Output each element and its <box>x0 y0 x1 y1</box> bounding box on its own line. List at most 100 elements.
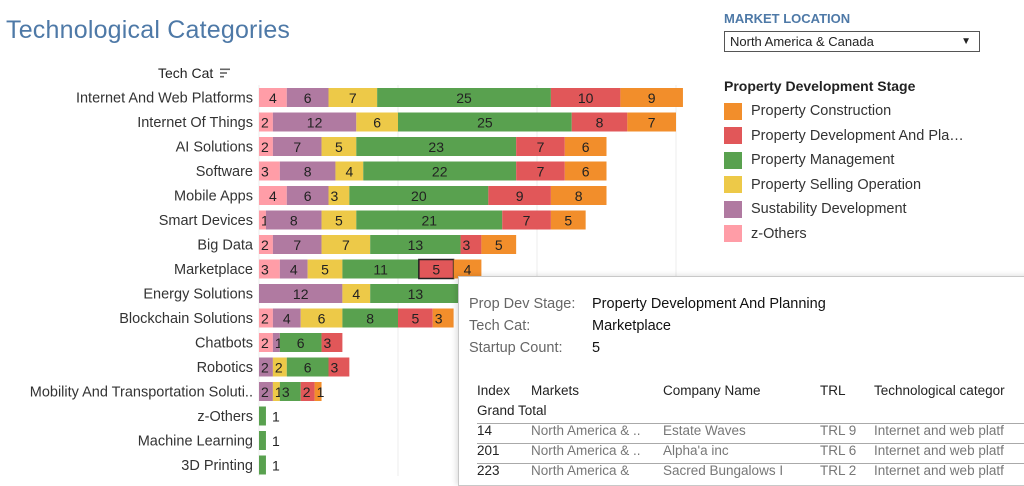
legend-swatch <box>724 200 742 218</box>
bar-segment <box>564 137 607 156</box>
bar-value-label: 3 <box>282 384 290 400</box>
bar-segment <box>356 210 503 230</box>
bar-segment <box>259 308 273 328</box>
bar-segment <box>314 382 322 401</box>
bar-segment <box>279 259 308 279</box>
bar-segment <box>627 112 676 132</box>
bar-segment <box>453 259 482 279</box>
bar-segment <box>571 112 628 132</box>
tech-cat-axis-header[interactable]: Tech Cat <box>158 65 231 81</box>
bar-value-label: 1 <box>272 409 280 425</box>
bar-value-label: 4 <box>345 164 353 180</box>
bar-segment <box>620 88 683 107</box>
bar-value-label: 12 <box>307 115 323 131</box>
bar-value-label: 5 <box>321 262 329 278</box>
dropdown-caret-icon: ▼ <box>961 36 971 47</box>
category-label: z-Others <box>197 409 253 425</box>
bar-segment <box>259 333 273 352</box>
bar-segment <box>259 235 273 254</box>
category-label: 3D Printing <box>181 458 253 474</box>
legend-swatch <box>724 225 742 243</box>
legend-item[interactable]: Property Selling Operation <box>724 173 964 198</box>
legend-swatch <box>724 151 742 169</box>
market-location-heading: MARKET LOCATION <box>724 11 851 26</box>
bar-segment <box>259 210 266 230</box>
bar-value-label: 2 <box>261 115 269 131</box>
bar-value-label: 2 <box>261 360 269 376</box>
legend-label: Sustability Development <box>751 201 907 218</box>
tooltip-field-count: Startup Count: 5 <box>469 340 601 356</box>
category-label: Machine Learning <box>138 434 253 450</box>
legend-item[interactable]: Sustability Development <box>724 197 964 222</box>
bar-value-label: 6 <box>318 311 326 327</box>
bar-value-label: 2 <box>261 311 269 327</box>
bar-value-label: 4 <box>464 262 472 278</box>
bar-segment <box>550 186 607 205</box>
legend-label: Property Selling Operation <box>751 176 922 193</box>
bar-segment <box>460 235 482 254</box>
category-label: Robotics <box>197 360 253 376</box>
bar-value-label: 8 <box>290 213 298 229</box>
category-label: Mobile Apps <box>174 189 253 205</box>
bar-value-label: 7 <box>342 237 350 253</box>
legend-item[interactable]: Property Development And Pla… <box>724 124 964 149</box>
bar-segment <box>342 259 419 279</box>
bar-value-label: 7 <box>648 115 656 131</box>
bar-segment <box>377 88 551 107</box>
bar-value-label: 5 <box>495 237 503 253</box>
bar-value-label: 21 <box>421 213 437 229</box>
bar-segment <box>321 333 343 352</box>
bar-value-label: 6 <box>582 139 590 155</box>
legend-label: Property Development And Pla… <box>751 127 964 144</box>
bar-value-label: 4 <box>283 311 291 327</box>
legend-item[interactable]: z-Others <box>724 222 964 247</box>
bar-segment <box>272 382 280 401</box>
legend-swatch <box>724 176 742 194</box>
bar-segment <box>265 210 322 230</box>
bar-segment <box>398 112 572 132</box>
bar-segment <box>550 210 586 230</box>
bar-segment <box>516 137 565 156</box>
bar-segment <box>328 88 378 107</box>
bar-value-label: 4 <box>290 262 298 278</box>
bar-value-label: 20 <box>411 188 427 204</box>
bar-value-label: 3 <box>331 360 339 376</box>
bar-value-label: 7 <box>537 164 545 180</box>
bar-segment <box>286 186 329 205</box>
bar-segment <box>279 333 322 352</box>
bar-value-label: 1 <box>317 384 325 400</box>
tooltip-field-techcat: Tech Cat: Marketplace <box>469 318 671 334</box>
bar-segment <box>370 235 461 254</box>
bar-value-label: 7 <box>537 139 545 155</box>
legend-item[interactable]: Property Construction <box>724 99 964 124</box>
market-location-select[interactable]: North America & Canada ▼ <box>724 31 980 52</box>
bar-segment <box>272 112 357 132</box>
bar-value-label: 10 <box>578 90 594 106</box>
bar-segment <box>564 161 607 181</box>
bar-segment <box>321 235 371 254</box>
bar-value-label: 9 <box>648 90 656 106</box>
bar-value-label: 4 <box>269 188 277 204</box>
bar-segment <box>259 186 287 205</box>
bar-value-label: 5 <box>564 213 572 229</box>
bar-value-label: 6 <box>582 164 590 180</box>
column-header-techcat: Technological categor <box>874 383 1005 398</box>
bar-segment <box>259 431 266 450</box>
legend-swatch <box>724 127 742 145</box>
bar-value-label: 2 <box>261 237 269 253</box>
bar-value-label: 6 <box>304 360 312 376</box>
sort-icon[interactable] <box>219 67 231 79</box>
bar-segment <box>300 382 315 401</box>
legend-label: z-Others <box>751 225 807 242</box>
bar-value-label: 4 <box>269 90 277 106</box>
bar-segment <box>272 235 322 254</box>
bar-value-label: 2 <box>261 384 269 400</box>
bar-value-label: 8 <box>575 188 583 204</box>
legend: Property Construction Property Developmen… <box>724 99 964 246</box>
bar-segment <box>342 308 398 328</box>
bar-value-label: 25 <box>477 115 493 131</box>
bar-value-label: 2 <box>275 360 283 376</box>
category-label: Internet And Web Platforms <box>76 91 253 107</box>
bar-segment <box>272 357 287 377</box>
legend-item[interactable]: Property Management <box>724 148 964 173</box>
